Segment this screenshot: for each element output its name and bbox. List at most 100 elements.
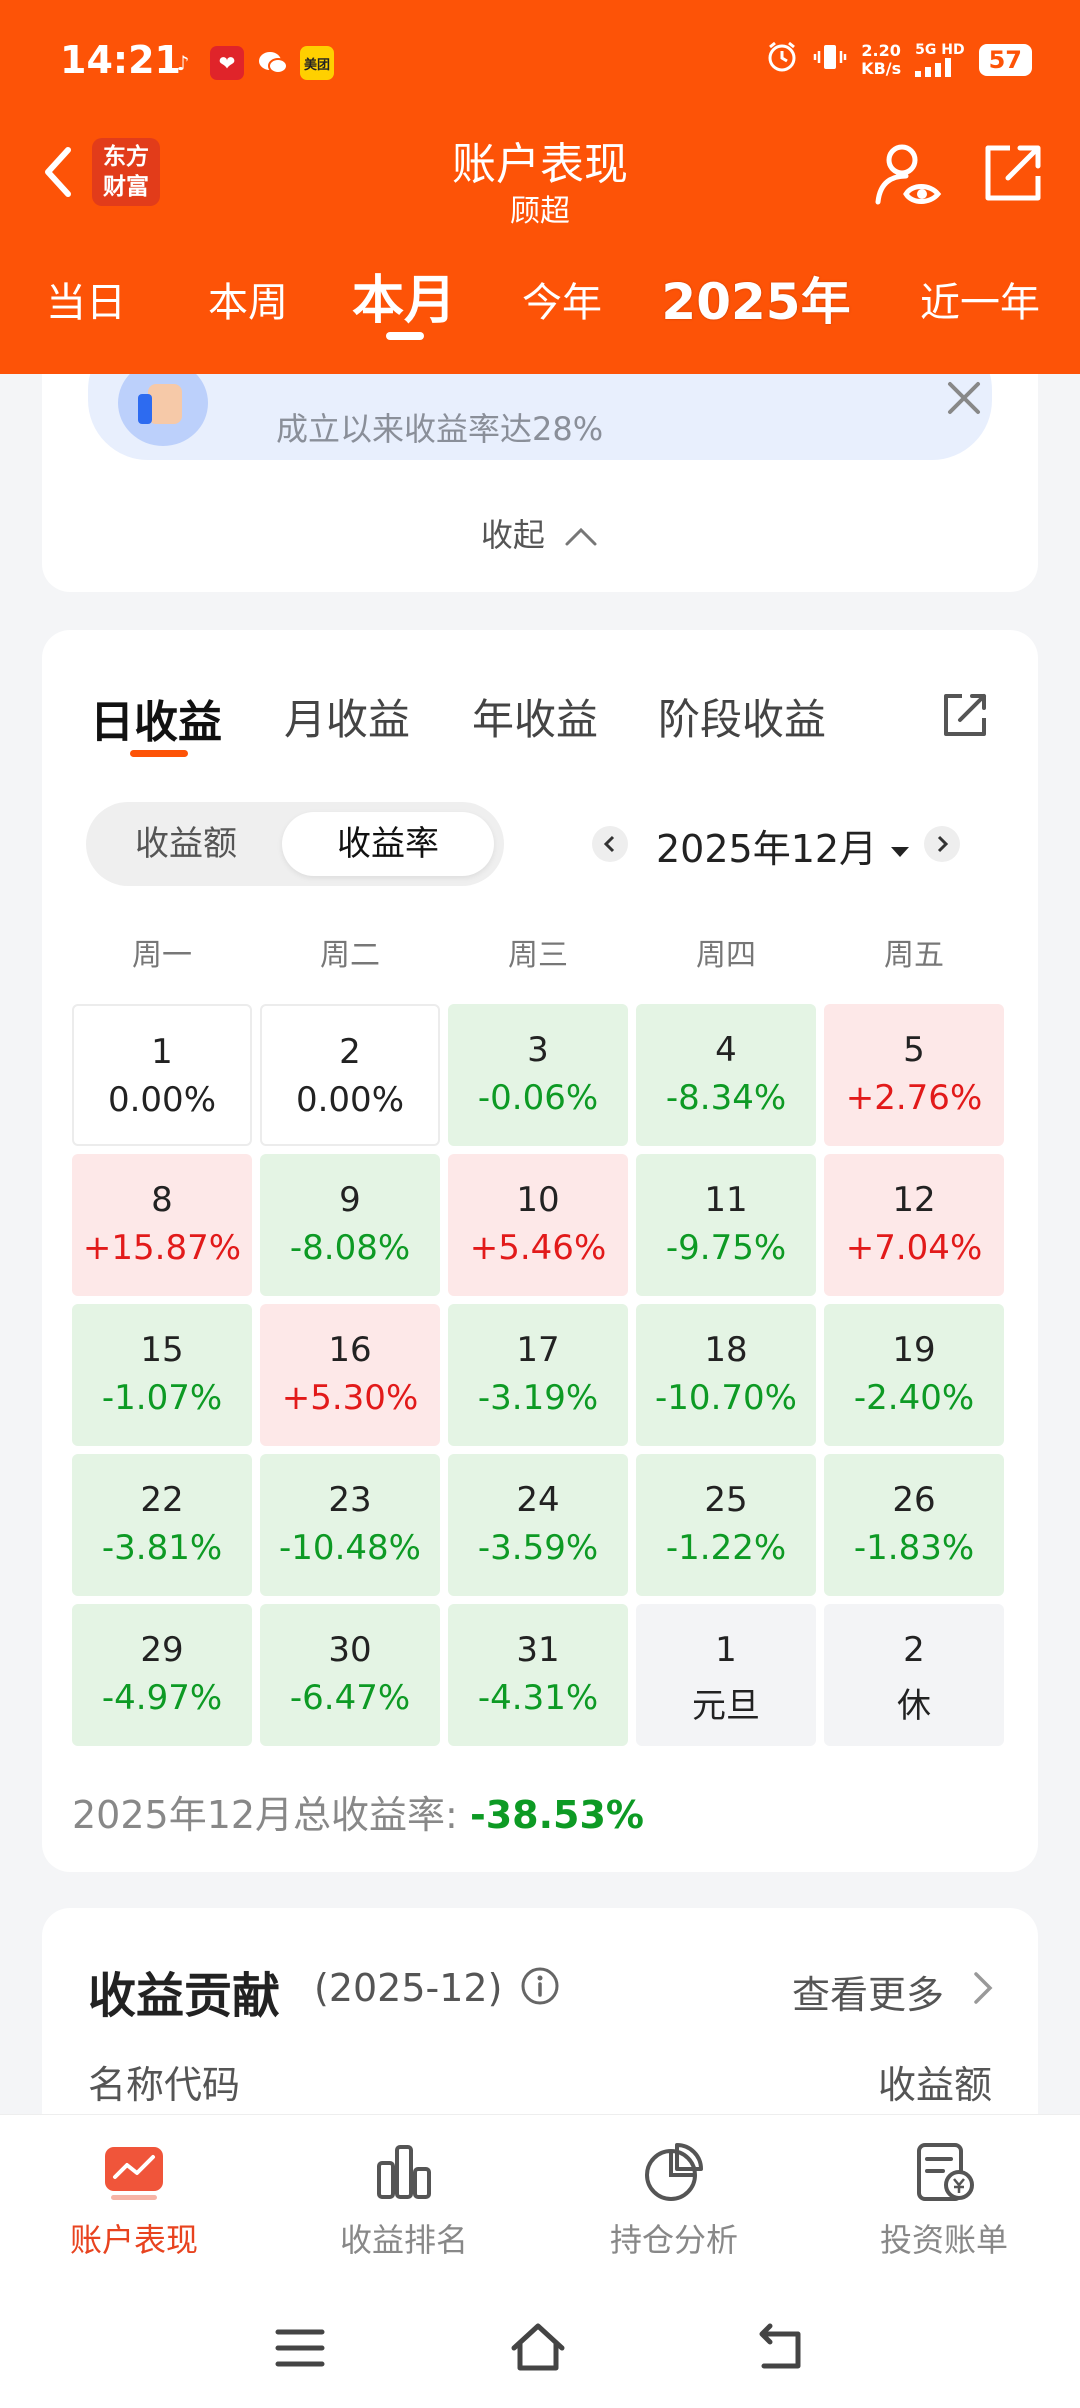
calendar-day-cell[interactable]: 4 -8.34%	[636, 1004, 816, 1146]
day-number: 1	[715, 1630, 737, 1670]
bottom-tab-label: 收益排名	[339, 2221, 468, 2259]
see-more-link[interactable]: 查看更多	[792, 1973, 945, 2017]
returns-tab-indicator	[130, 750, 188, 757]
calendar-day-cell[interactable]: 9 -8.08%	[260, 1154, 440, 1296]
tab-this-year[interactable]: 今年	[522, 280, 602, 326]
calendar-day-cell[interactable]: 12 +7.04%	[824, 1154, 1004, 1296]
tab-this-week[interactable]: 本周	[208, 280, 288, 326]
day-number: 11	[704, 1180, 748, 1220]
tab-monthly-returns[interactable]: 月收益	[284, 695, 411, 744]
chevron-left-icon	[603, 835, 615, 853]
back-nav-button[interactable]	[750, 2318, 810, 2378]
bottom-tab-ranking[interactable]: 收益排名	[294, 2139, 514, 2261]
day-return-rate: -3.19%	[477, 1378, 599, 1418]
calendar-day-cell[interactable]: 15 -1.07%	[72, 1304, 252, 1446]
toggle-rate[interactable]: 收益率	[282, 812, 494, 876]
calendar-day-cell[interactable]: 1 元旦	[636, 1604, 816, 1746]
calendar-day-cell[interactable]: 22 -3.81%	[72, 1454, 252, 1596]
day-return-rate: +15.87%	[82, 1228, 242, 1268]
weekday-label: 周一	[132, 938, 192, 973]
collapse-button[interactable]: 收起	[42, 510, 1038, 556]
wechat-icon	[256, 46, 290, 80]
day-return-rate: 0.00%	[107, 1080, 216, 1120]
banner-text: 成立以来收益率达28%	[276, 410, 604, 448]
calendar-day-cell[interactable]: 8 +15.87%	[72, 1154, 252, 1296]
chevron-right-icon	[970, 1970, 996, 2006]
status-time: 14:21	[60, 38, 181, 82]
calendar-day-cell[interactable]: 16 +5.30%	[260, 1304, 440, 1446]
column-return-amount: 收益额	[877, 2063, 992, 2107]
back-icon	[759, 2323, 801, 2369]
day-number: 3	[527, 1030, 549, 1070]
meituan-icon: 美团	[300, 46, 334, 80]
calendar-day-cell[interactable]: 3 -0.06%	[448, 1004, 628, 1146]
bar-ranking-icon	[371, 2139, 437, 2205]
calendar-day-cell[interactable]: 23 -10.48%	[260, 1454, 440, 1596]
calendar-day-cell[interactable]: 17 -3.19%	[448, 1304, 628, 1446]
weekday-label: 周二	[320, 938, 380, 973]
bottom-tab-account[interactable]: 账户表现	[24, 2139, 244, 2261]
tab-today[interactable]: 当日	[46, 280, 126, 326]
chevron-up-icon	[565, 527, 597, 546]
tab-2025[interactable]: 2025年	[661, 273, 851, 331]
day-return-rate: -10.70%	[655, 1378, 797, 1418]
day-return-rate: -0.06%	[477, 1078, 599, 1118]
tab-this-month[interactable]: 本月	[351, 271, 457, 331]
alarm-icon	[765, 40, 799, 80]
month-selector[interactable]: 2025年12月	[656, 818, 911, 873]
amount-rate-toggle: 收益额 收益率	[86, 802, 504, 886]
home-button[interactable]	[508, 2318, 568, 2378]
menu-button[interactable]	[270, 2318, 330, 2378]
bottom-tab-bar: 账户表现 收益排名 持仓分析 投资账单	[0, 2114, 1080, 2295]
calendar-day-cell[interactable]: 5 +2.76%	[824, 1004, 1004, 1146]
prev-month-button[interactable]	[592, 826, 628, 862]
page-title: 账户表现	[452, 139, 628, 190]
day-return-rate: -10.48%	[279, 1528, 421, 1568]
close-banner-button[interactable]	[944, 378, 984, 418]
user-privacy-button[interactable]	[872, 138, 944, 210]
toggle-amount[interactable]: 收益额	[135, 824, 237, 864]
info-icon[interactable]	[520, 1966, 560, 2006]
calendar-day-cell[interactable]: 1 0.00%	[72, 1004, 252, 1146]
bottom-tab-label: 账户表现	[69, 2221, 198, 2259]
weekday-label: 周三	[508, 938, 568, 973]
tab-daily-returns[interactable]: 日收益	[90, 697, 222, 748]
day-number: 19	[892, 1330, 936, 1370]
vibrate-icon	[813, 40, 847, 80]
day-return-rate: +5.46%	[469, 1228, 607, 1268]
collapse-label: 收起	[480, 516, 545, 554]
chevron-left-icon	[45, 147, 71, 197]
calendar-day-cell[interactable]: 11 -9.75%	[636, 1154, 816, 1296]
calendar-day-cell[interactable]: 19 -2.40%	[824, 1304, 1004, 1446]
returns-share-button[interactable]	[938, 688, 992, 742]
tab-stage-returns[interactable]: 阶段收益	[658, 695, 827, 744]
day-number: 4	[715, 1030, 737, 1070]
nav-bar: 东方 财富 账户表现 顾超	[0, 118, 1080, 229]
calendar-day-cell[interactable]: 26 -1.83%	[824, 1454, 1004, 1596]
chevron-right-icon	[937, 835, 949, 853]
calendar-day-cell[interactable]: 31 -4.31%	[448, 1604, 628, 1746]
calendar-day-cell[interactable]: 2 0.00%	[260, 1004, 440, 1146]
tab-last-year[interactable]: 近一年	[920, 280, 1040, 326]
calendar-day-cell[interactable]: 30 -6.47%	[260, 1604, 440, 1746]
bottom-tab-bills[interactable]: 投资账单	[834, 2139, 1054, 2261]
bottom-tab-holdings[interactable]: 持仓分析	[564, 2139, 784, 2261]
share-button[interactable]	[980, 140, 1046, 206]
back-button[interactable]	[36, 142, 86, 202]
calendar-day-cell[interactable]: 25 -1.22%	[636, 1454, 816, 1596]
month-total-value: -38.53%	[469, 1793, 644, 1837]
tab-yearly-returns[interactable]: 年收益	[472, 695, 599, 744]
bill-icon	[911, 2139, 977, 2205]
day-return-rate: -1.22%	[665, 1528, 787, 1568]
next-month-button[interactable]	[924, 826, 960, 862]
calendar-day-cell[interactable]: 24 -3.59%	[448, 1454, 628, 1596]
calendar-day-cell[interactable]: 18 -10.70%	[636, 1304, 816, 1446]
day-return-rate: -1.07%	[101, 1378, 223, 1418]
day-number: 30	[328, 1630, 372, 1670]
calendar-day-cell[interactable]: 29 -4.97%	[72, 1604, 252, 1746]
day-return-rate: +7.04%	[845, 1228, 983, 1268]
day-number: 17	[516, 1330, 560, 1370]
calendar-day-cell[interactable]: 10 +5.46%	[448, 1154, 628, 1296]
day-return-rate: -3.81%	[101, 1528, 223, 1568]
